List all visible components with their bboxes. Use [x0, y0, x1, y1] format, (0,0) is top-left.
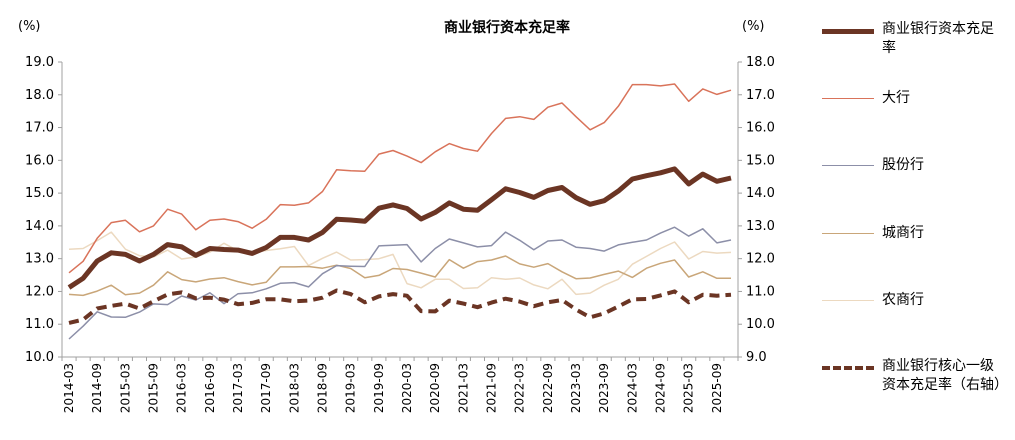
y-right-tick-label: 17.0 — [746, 88, 775, 103]
legend-label-rural-banks: 农商行 — [882, 292, 924, 308]
x-tick-label: 2020-09 — [428, 363, 442, 413]
x-tick-label: 2018-03 — [287, 363, 301, 413]
y-left-tick-label: 12.0 — [25, 284, 54, 299]
legend-swatch-rural-banks — [822, 300, 874, 301]
y-right-tick-label: 16.0 — [746, 121, 775, 136]
x-tick-label: 2021-03 — [456, 363, 470, 413]
legend-swatch-total-car — [822, 29, 874, 34]
y-left-tick-label: 10.0 — [25, 350, 54, 365]
legend-label-big-banks: 大行 — [882, 90, 910, 106]
x-tick-label: 2015-09 — [147, 363, 161, 413]
y-left-tick-label: 11.0 — [25, 317, 54, 332]
y-right-tick-label: 15.0 — [746, 153, 775, 168]
legend-swatch-core-tier1 — [822, 366, 874, 370]
x-tick-label: 2025-03 — [682, 363, 696, 413]
y-left-tick-label: 15.0 — [25, 186, 54, 201]
series-rural-banks — [68, 231, 732, 296]
series-big-banks — [68, 83, 732, 274]
x-tick-label: 2015-03 — [118, 363, 132, 413]
x-tick-label: 2024-03 — [625, 363, 639, 413]
x-tick-label: 2021-09 — [485, 363, 499, 413]
x-tick-label: 2017-09 — [259, 363, 273, 413]
series-joint-stock — [68, 226, 732, 340]
x-tick-label: 2014-03 — [62, 363, 76, 413]
axes: 10.0 11.0 12.0 13.0 14.0 15.0 16.0 17.0 18.0 19.0… — [25, 55, 775, 413]
legend-swatch-big-banks — [822, 98, 874, 99]
legend-item-core-tier1: 商业银行核心一级资本充足率（右轴） — [822, 357, 1008, 395]
legend-swatch-city-banks — [822, 233, 874, 234]
y-left-tick-label: 17.0 — [25, 121, 54, 136]
x-tick-label: 2016-09 — [203, 363, 217, 413]
series-total-car — [67, 166, 732, 290]
y-right-tick-label: 9.0 — [746, 350, 767, 365]
x-tick-label: 2017-03 — [231, 363, 245, 413]
legend-label-core-tier1: 商业银行核心一级资本充足率（右轴） — [882, 358, 1008, 393]
y-right-tick-label: 12.0 — [746, 252, 775, 267]
series-layer — [67, 83, 732, 340]
x-tick-label: 2023-09 — [597, 363, 611, 413]
y-left-tick-label: 16.0 — [25, 153, 54, 168]
legend-item-joint-stock: 股份行 — [822, 156, 1002, 175]
x-tick-label: 2025-09 — [710, 363, 724, 413]
x-tick-label: 2022-03 — [513, 363, 527, 413]
x-tick-label: 2023-03 — [569, 363, 583, 413]
x-tick-label: 2014-09 — [90, 363, 104, 413]
x-tick-label: 2016-03 — [175, 363, 189, 413]
legend-swatch-joint-stock — [822, 165, 874, 166]
y-left-unit: (%) — [18, 19, 41, 34]
y-right-tick-label: 11.0 — [746, 284, 775, 299]
legend-item-city-banks: 城商行 — [822, 224, 1002, 243]
y-left-tick-label: 14.0 — [25, 219, 54, 234]
y-left-tick-label: 18.0 — [25, 88, 54, 103]
legend-item-total-car: 商业银行资本充足率 — [822, 20, 1002, 58]
y-right-tick-label: 13.0 — [746, 219, 775, 234]
y-left-tick-label: 13.0 — [25, 252, 54, 267]
x-tick-label: 2022-09 — [541, 363, 555, 413]
x-tick-label: 2019-09 — [372, 363, 386, 413]
legend-item-big-banks: 大行 — [822, 89, 1002, 108]
y-left-tick-label: 19.0 — [25, 55, 54, 70]
y-right-tick-label: 10.0 — [746, 317, 775, 332]
legend-label-total-car: 商业银行资本充足率 — [882, 21, 994, 56]
series-city-banks — [68, 255, 731, 297]
y-right-unit: (%) — [742, 19, 765, 34]
legend-label-city-banks: 城商行 — [882, 225, 924, 241]
x-tick-label: 2024-09 — [654, 363, 668, 413]
y-right-tick-label: 14.0 — [746, 186, 775, 201]
series-core-tier1 — [68, 288, 732, 325]
legend: 商业银行资本充足率 大行 股份行 城商行 农商行 商业银行核心一级资本充足率（右… — [822, 0, 1012, 440]
x-tick-label: 2018-09 — [316, 363, 330, 413]
chart-title: 商业银行资本充足率 — [444, 19, 570, 36]
legend-item-rural-banks: 农商行 — [822, 291, 1002, 310]
y-right-tick-label: 18.0 — [746, 55, 775, 70]
x-tick-label: 2019-03 — [344, 363, 358, 413]
x-tick-label: 2020-03 — [400, 363, 414, 413]
legend-label-joint-stock: 股份行 — [882, 157, 924, 173]
